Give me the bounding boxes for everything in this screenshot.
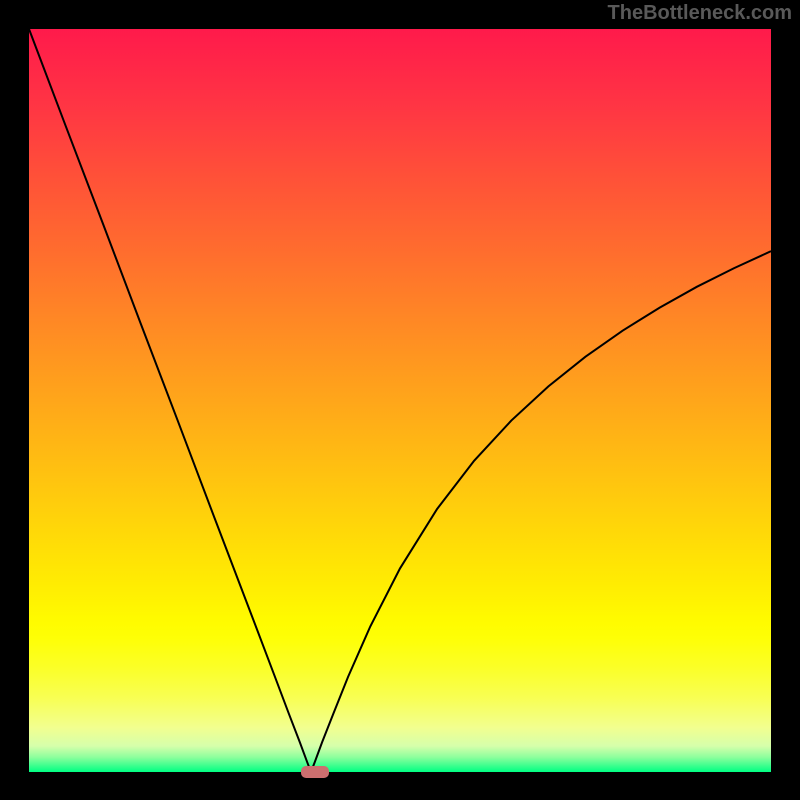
optimum-marker	[301, 766, 329, 778]
watermark-text: TheBottleneck.com	[608, 2, 792, 25]
curve-svg	[29, 29, 771, 772]
plot-area	[29, 29, 771, 772]
watermark-label: TheBottleneck.com	[608, 2, 792, 24]
bottleneck-curve	[29, 29, 771, 772]
